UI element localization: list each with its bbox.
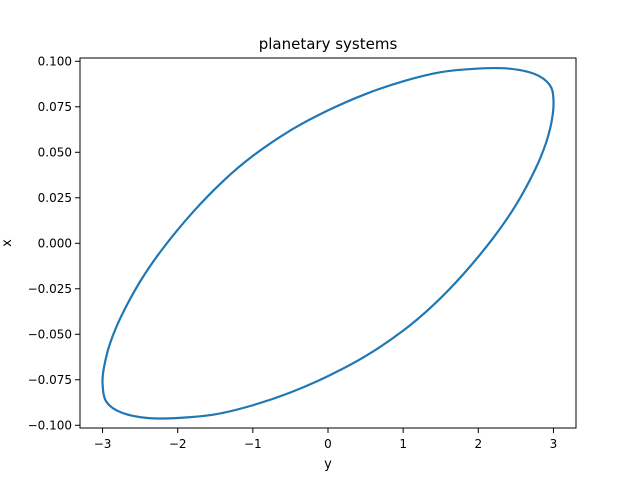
x-tick-label: 1 bbox=[399, 437, 407, 451]
series-line bbox=[101, 66, 555, 420]
x-tick-label: 2 bbox=[474, 437, 482, 451]
y-tick-label: −0.025 bbox=[28, 282, 72, 296]
y-tick-label: 0.050 bbox=[38, 145, 72, 159]
x-tick-label: 3 bbox=[550, 437, 558, 451]
y-axis-label: x bbox=[0, 239, 15, 247]
x-axis-ticks: −3 −2 −1 0 1 2 3 bbox=[94, 428, 558, 451]
y-tick-label: 0.100 bbox=[38, 54, 72, 68]
y-tick-label: 0.025 bbox=[38, 191, 72, 205]
chart-title: planetary systems bbox=[259, 35, 398, 53]
x-tick-label: −2 bbox=[169, 437, 187, 451]
y-tick-label: 0.000 bbox=[38, 236, 72, 250]
y-tick-label: 0.075 bbox=[38, 100, 72, 114]
x-tick-label: −3 bbox=[94, 437, 112, 451]
y-tick-label: −0.075 bbox=[28, 373, 72, 387]
y-tick-label: −0.100 bbox=[28, 418, 72, 432]
y-tick-label: −0.050 bbox=[28, 327, 72, 341]
x-axis-label: y bbox=[324, 457, 332, 472]
x-tick-label: 0 bbox=[324, 437, 332, 451]
y-axis-ticks: −0.100 −0.075 −0.050 −0.025 0.000 0.025 0.050 0… bbox=[28, 54, 80, 432]
x-tick-label: −1 bbox=[244, 437, 262, 451]
